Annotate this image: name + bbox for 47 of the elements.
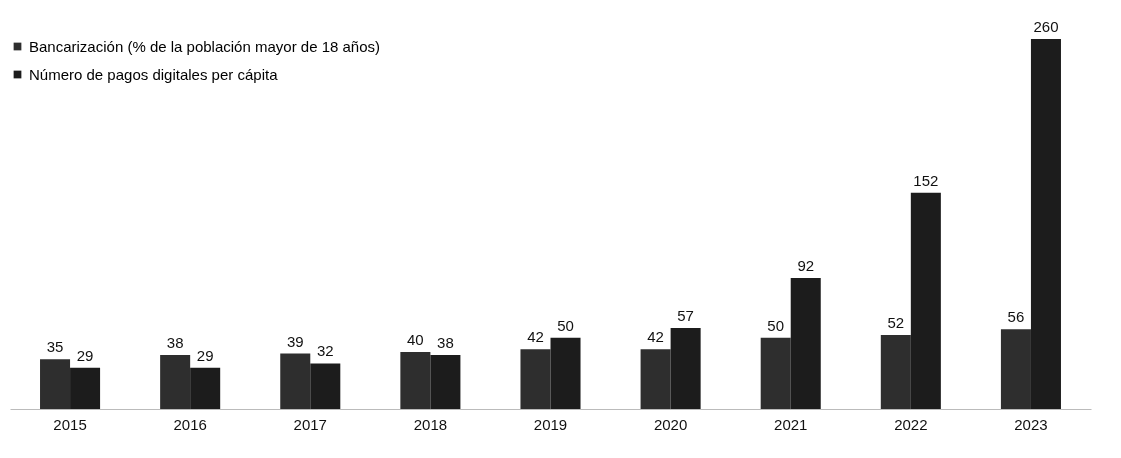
bar bbox=[880, 335, 911, 409]
bar bbox=[520, 349, 551, 409]
x-tick-label: 2017 bbox=[293, 415, 327, 433]
x-tick-label: 2018 bbox=[413, 415, 448, 433]
data-label: 38 bbox=[437, 333, 454, 351]
bar bbox=[310, 363, 341, 409]
bar bbox=[760, 337, 791, 409]
bar bbox=[910, 192, 941, 409]
data-label: 52 bbox=[887, 314, 905, 331]
data-label: 152 bbox=[913, 171, 939, 189]
x-tick-label: 2021 bbox=[774, 415, 808, 433]
legend-label: Número de pagos digitales per cápita bbox=[29, 65, 279, 83]
x-tick-label: 2015 bbox=[53, 415, 87, 433]
data-label: 35 bbox=[46, 338, 64, 356]
data-label: 40 bbox=[407, 331, 424, 349]
data-label: 50 bbox=[557, 316, 574, 334]
bar bbox=[550, 337, 581, 409]
data-label: 42 bbox=[527, 328, 544, 346]
data-label: 29 bbox=[76, 346, 94, 364]
bar bbox=[40, 359, 71, 409]
bar bbox=[670, 327, 701, 409]
bar bbox=[1030, 39, 1061, 409]
x-tick-label: 2019 bbox=[533, 415, 568, 433]
data-label: 57 bbox=[677, 306, 694, 324]
data-label: 42 bbox=[647, 328, 664, 346]
data-label: 92 bbox=[797, 257, 815, 275]
data-label: 32 bbox=[316, 342, 334, 360]
bar bbox=[430, 354, 461, 409]
x-tick-label: 2016 bbox=[173, 415, 207, 433]
bar bbox=[1000, 329, 1031, 409]
legend-label: Bancarización (% de la población mayor de 18 años) bbox=[29, 37, 381, 55]
bar bbox=[400, 352, 431, 409]
bar bbox=[190, 367, 221, 409]
bar bbox=[790, 278, 821, 409]
bar bbox=[280, 353, 311, 409]
bar bbox=[70, 367, 101, 409]
data-label: 39 bbox=[286, 332, 304, 350]
x-tick-label: 2022 bbox=[894, 415, 928, 433]
x-tick-label: 2023 bbox=[1014, 415, 1048, 433]
data-label: 38 bbox=[166, 333, 184, 351]
data-label: 56 bbox=[1007, 308, 1025, 326]
data-label: 29 bbox=[196, 346, 214, 364]
data-label: 50 bbox=[767, 316, 785, 334]
bar bbox=[640, 349, 671, 409]
bar bbox=[160, 354, 191, 409]
data-label: 260 bbox=[1033, 18, 1059, 35]
x-tick-label: 2020 bbox=[653, 415, 688, 433]
